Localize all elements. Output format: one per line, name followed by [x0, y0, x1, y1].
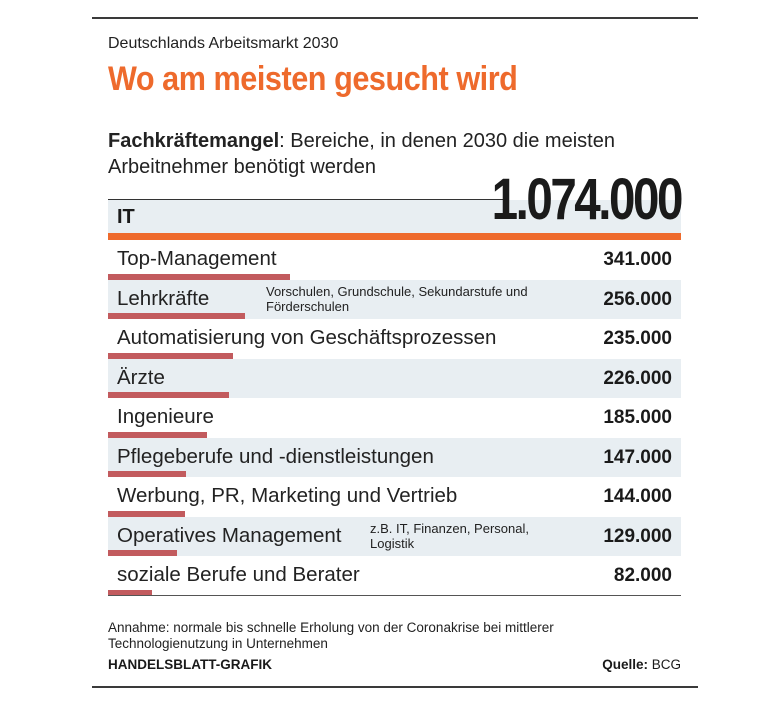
bar — [108, 313, 245, 319]
subtitle: Fachkräftemangel: Bereiche, in denen 203… — [108, 128, 688, 180]
it-bar — [108, 233, 681, 240]
bottom-rule — [92, 686, 698, 688]
bar-label: Ärzte — [117, 365, 165, 389]
bar-row: Ärzte 226.000 — [108, 358, 681, 398]
it-label: IT — [117, 206, 135, 228]
bar-note: Vorschulen, Grundschule, Sekundarstufe u… — [266, 283, 528, 314]
bar-row: Ingenieure 185.000 — [108, 398, 681, 438]
bar — [108, 471, 187, 477]
bar-value-label: 341.000 — [603, 249, 672, 270]
bar-label: Ingenieure — [117, 405, 214, 428]
bar — [108, 273, 290, 280]
bar-label: Top-Management — [117, 247, 277, 270]
bar-row: Pflegeberufe und -dienstleistungen 147.00… — [108, 437, 681, 477]
bar-value-label: 144.000 — [603, 486, 672, 507]
source-label: Quelle: — [602, 657, 648, 672]
bar-row: Top-Management 341.000 — [108, 240, 681, 280]
bar-note: z.B. IT, Finanzen, Personal, Logistik — [370, 520, 529, 551]
subtitle-bold: Fachkräftemangel — [108, 130, 280, 152]
headline: Wo am meisten gesucht wird — [108, 60, 518, 98]
footnote: Annahme: normale bis schnelle Erholung v… — [108, 620, 554, 651]
bar — [108, 431, 207, 438]
bar — [108, 550, 177, 556]
source-value: BCG — [647, 657, 681, 672]
bar — [108, 392, 229, 398]
chart-rows: Top-Management 341.000 Lehrkräfte Vorschule… — [108, 240, 681, 596]
bar-value-label: 147.000 — [603, 446, 672, 468]
bar-label: Lehrkräfte — [117, 286, 210, 310]
bar — [108, 352, 234, 359]
bar-label: Automatisierung von Geschäftsprozessen — [117, 326, 497, 349]
bar-value-label: 82.000 — [613, 565, 672, 586]
bar-row: Werbung, PR, Marketing und Vertrieb 144.0… — [108, 477, 681, 517]
bar-value-label: 256.000 — [603, 288, 672, 310]
bar-value-label: 226.000 — [603, 367, 672, 389]
bar-row: soziale Berufe und Berater 82.000 — [108, 556, 681, 596]
it-rule — [108, 199, 508, 200]
bar-row: Operatives Management z.B. IT, Finanzen, … — [108, 516, 681, 556]
bar-value-label: 185.000 — [603, 407, 672, 428]
bar-label: Operatives Management — [117, 523, 342, 547]
rows-end-rule — [108, 595, 681, 596]
bar-row: Lehrkräfte Vorschulen, Grundschule, Sekun… — [108, 279, 681, 319]
kicker: Deutschlands Arbeitsmarkt 2030 — [108, 35, 339, 52]
bar-label: Pflegeberufe und -dienstleistungen — [117, 444, 434, 468]
it-row-background — [108, 200, 681, 233]
bar-value-label: 235.000 — [603, 328, 672, 349]
bar-label: soziale Berufe und Berater — [117, 563, 360, 586]
it-value: 1.074.000 — [491, 167, 684, 232]
bar-label: Werbung, PR, Marketing und Vertrieb — [117, 484, 458, 507]
source: Quelle: BCG — [602, 657, 681, 672]
bar — [108, 510, 185, 517]
subtitle-rest: : Bereiche, in denen 2030 die meisten Ar… — [108, 130, 615, 178]
top-rule — [92, 17, 698, 19]
bar — [108, 589, 152, 596]
bar-value-label: 129.000 — [603, 525, 672, 547]
credit: HANDELSBLATT-GRAFIK — [108, 657, 272, 672]
bar-row: Automatisierung von Geschäftsprozessen 23… — [108, 319, 681, 359]
